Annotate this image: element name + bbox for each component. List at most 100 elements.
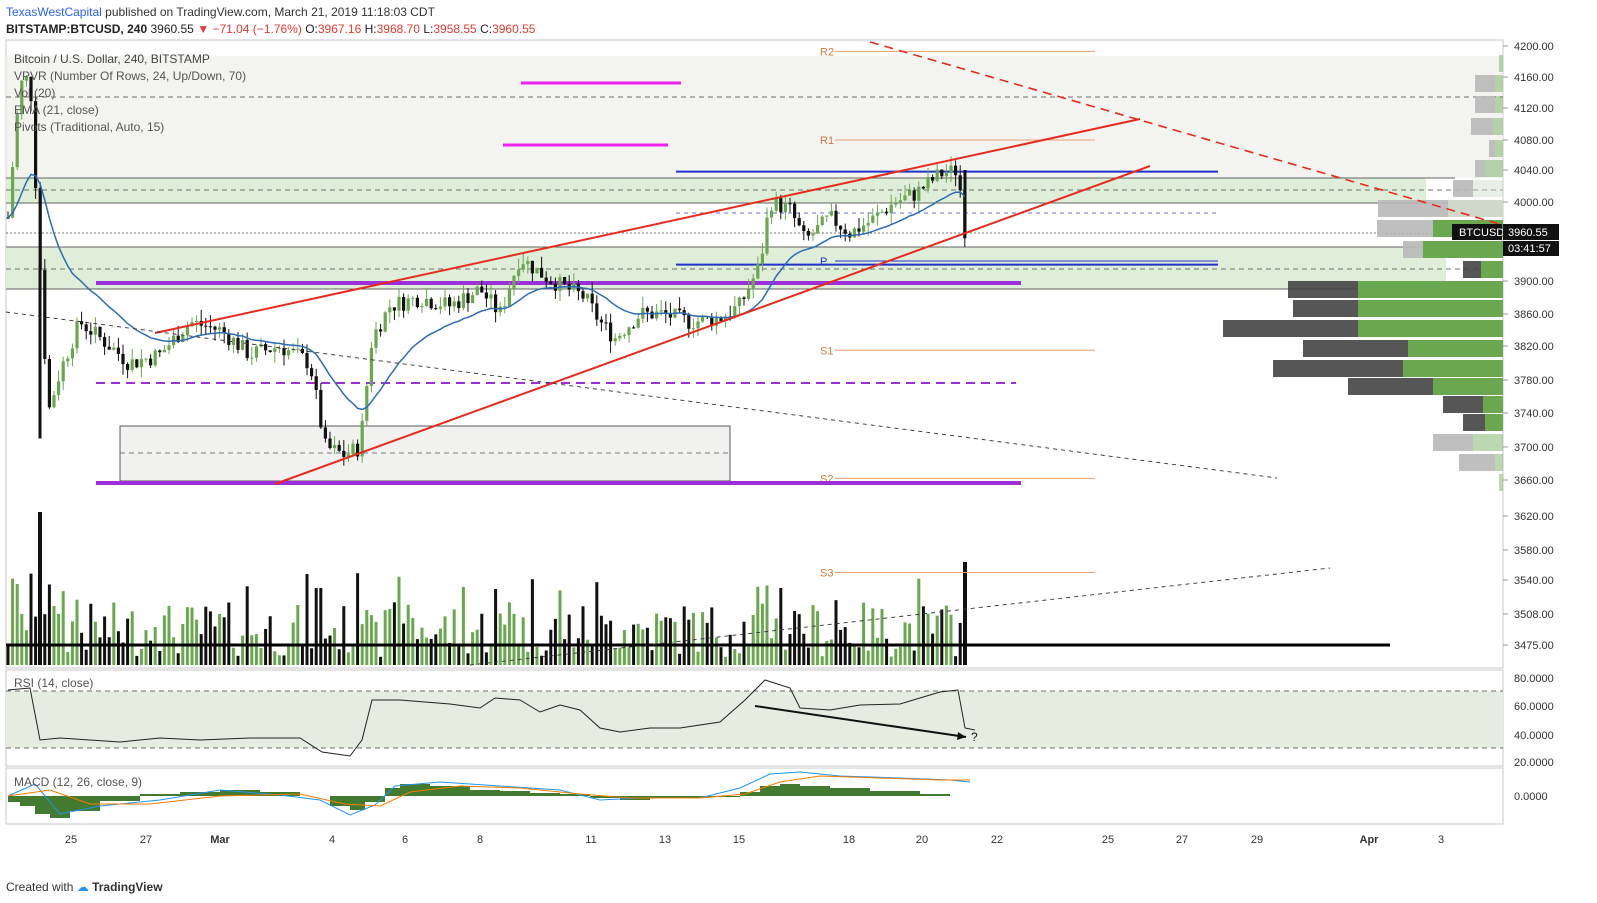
legend-pivots: Pivots (Traditional, Auto, 15) xyxy=(14,120,164,134)
price-tick-label: 3660.00 xyxy=(1514,475,1554,487)
tradingview-logo-icon: ☁ xyxy=(76,880,89,894)
volume-bar xyxy=(724,656,728,665)
volume-bar xyxy=(411,618,415,665)
candle-body xyxy=(273,348,277,352)
volume-bar xyxy=(880,608,884,665)
volume-bar xyxy=(250,635,254,665)
legend-vpvr: VPVR (Number Of Rows, 24, Up/Down, 70) xyxy=(14,69,246,83)
candle-body xyxy=(425,298,429,307)
question-mark-annotation: ? xyxy=(971,730,978,744)
candle-body xyxy=(935,169,939,181)
candle-body xyxy=(351,443,355,455)
price-tick-label: 4080.00 xyxy=(1514,135,1554,147)
macd-histogram-bar xyxy=(830,788,870,796)
volume-bar xyxy=(489,644,493,665)
volume-bar xyxy=(862,602,866,665)
volume-bar xyxy=(70,621,74,665)
candle-body xyxy=(227,333,231,345)
candle-body xyxy=(98,326,102,338)
candle-body xyxy=(563,277,567,284)
vpvr-down-row xyxy=(1377,220,1433,237)
candle-body xyxy=(549,281,553,284)
candle-body xyxy=(765,217,769,254)
volume-bar xyxy=(342,606,346,665)
candle-body xyxy=(236,337,240,350)
volume-bar xyxy=(337,649,341,665)
volume-bar xyxy=(282,655,286,665)
price-tick-label: 3540.00 xyxy=(1514,575,1554,587)
candle-body xyxy=(47,358,51,408)
candle-body xyxy=(112,347,116,350)
volume-bar xyxy=(921,606,925,665)
candle-body xyxy=(825,215,829,217)
price-tick-label: 3740.00 xyxy=(1514,408,1554,420)
pivot-label-s3: S3 xyxy=(820,568,833,580)
volume-bar xyxy=(783,649,787,665)
volume-bar xyxy=(696,651,700,665)
ema-line xyxy=(7,173,966,411)
volume-bar xyxy=(484,652,488,665)
candle-body xyxy=(852,228,856,238)
macd-histogram-bar xyxy=(800,786,830,796)
vpvr-down-row xyxy=(1475,160,1485,177)
candle-body xyxy=(650,311,654,319)
candle-body xyxy=(356,443,360,457)
candle-body xyxy=(595,303,599,320)
price-tick-label: 3508.00 xyxy=(1514,609,1554,621)
volume-bar xyxy=(328,635,332,665)
macd-histogram-bar xyxy=(350,796,365,810)
volume-bar xyxy=(751,615,755,665)
volume-bar xyxy=(917,578,921,665)
candle-body xyxy=(540,267,544,278)
volume-bar xyxy=(172,637,176,665)
resistance-zone xyxy=(6,56,1503,178)
vpvr-down-row xyxy=(1223,320,1358,337)
candle-body xyxy=(774,198,778,211)
volume-bar xyxy=(737,653,741,665)
volume-bar xyxy=(912,650,916,665)
volume-bar xyxy=(728,634,732,665)
candle-body xyxy=(903,195,907,201)
vpvr-up-row xyxy=(1433,378,1503,395)
volume-bar xyxy=(6,643,10,665)
time-tick-label: 18 xyxy=(843,834,855,846)
candle-body xyxy=(434,308,438,310)
candle-body xyxy=(429,298,433,309)
candle-body xyxy=(411,297,415,299)
volume-bar xyxy=(103,616,107,665)
candles xyxy=(6,75,967,466)
candle-body xyxy=(912,190,916,201)
pivot-label-r1: R1 xyxy=(820,135,834,147)
volume-bar xyxy=(641,629,645,665)
volume-bar xyxy=(549,629,553,665)
candle-body xyxy=(52,395,56,408)
volume-bar xyxy=(793,610,797,665)
rsi-divergence-arrow xyxy=(957,732,966,740)
candle-body xyxy=(558,277,562,291)
volume-bar xyxy=(553,618,557,665)
candle-body xyxy=(526,260,530,265)
volume-bar xyxy=(802,633,806,665)
volume-bar xyxy=(521,617,525,665)
tradingview-brand[interactable]: TradingView xyxy=(92,880,163,894)
volume-bar xyxy=(590,645,594,665)
candle-body xyxy=(507,289,511,307)
author-link[interactable]: TexasWestCapital xyxy=(6,5,102,19)
candle-body xyxy=(622,335,626,337)
candle-body xyxy=(839,225,843,230)
price-tick-label: 3620.00 xyxy=(1514,511,1554,523)
volume-bar xyxy=(954,656,958,665)
volume-bar xyxy=(47,584,51,665)
time-tick-label: 20 xyxy=(916,834,928,846)
candle-body xyxy=(811,233,815,236)
candle-body xyxy=(788,203,792,205)
volume-bar xyxy=(218,613,222,665)
candle-body xyxy=(296,348,300,350)
candle-body xyxy=(645,307,649,312)
macd-tick-label: 0.0000 xyxy=(1514,791,1548,803)
candle-body xyxy=(894,203,898,205)
last-price: 3960.55 xyxy=(150,22,194,36)
candle-body xyxy=(834,210,838,226)
candle-body xyxy=(747,289,751,299)
